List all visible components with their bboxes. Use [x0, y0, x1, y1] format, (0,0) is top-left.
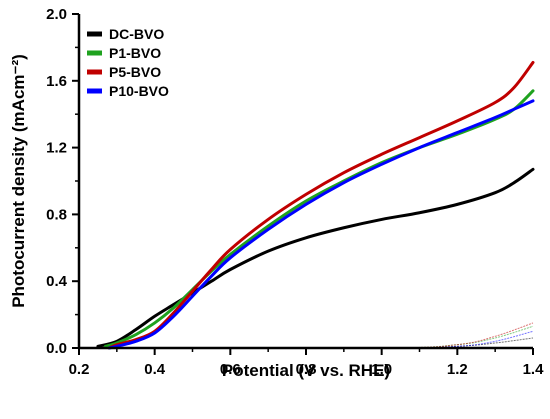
y-axis-title: Photocurrent density (mAcm⁻²) [9, 54, 28, 308]
dark-current-line-1 [78, 337, 534, 349]
y-tick-label: 0.0 [46, 340, 67, 357]
y-tick-label: 0.8 [46, 206, 67, 223]
legend: DC-BVO P1-BVO P5-BVO P10-BVO [87, 26, 169, 99]
legend-label: P5-BVO [109, 64, 161, 80]
y-tick-label: 0.4 [46, 273, 68, 290]
series-curves [96, 60, 535, 350]
y-tick-label: 1.6 [46, 73, 67, 90]
legend-label: P1-BVO [109, 45, 161, 61]
x-axis-title: Potential (V vs. RHE) [222, 361, 390, 380]
y-tick-label: 2.0 [46, 6, 67, 23]
x-tick-label: 0.8 [296, 361, 317, 378]
x-tick-label: 1.2 [447, 361, 468, 378]
x-tick-label: 0.2 [69, 361, 90, 378]
x-tick-label: 1.4 [523, 361, 545, 378]
series-line-dc-bvo [96, 167, 535, 348]
y-tick-label: 1.2 [46, 140, 67, 157]
x-tick-label: 0.4 [144, 361, 166, 378]
x-tick-label: 1.0 [371, 361, 392, 378]
series-line-p10-bvo [107, 99, 535, 350]
axes: 0.2 0.4 0.6 0.8 1.0 1.2 1.4 0.0 0.4 0.8 1.2 1.6 2.0 [46, 6, 544, 378]
legend-label: DC-BVO [109, 26, 164, 42]
series-line-p1-bvo [103, 89, 535, 348]
legend-label: P10-BVO [109, 83, 169, 99]
x-tick-label: 0.6 [220, 361, 241, 378]
